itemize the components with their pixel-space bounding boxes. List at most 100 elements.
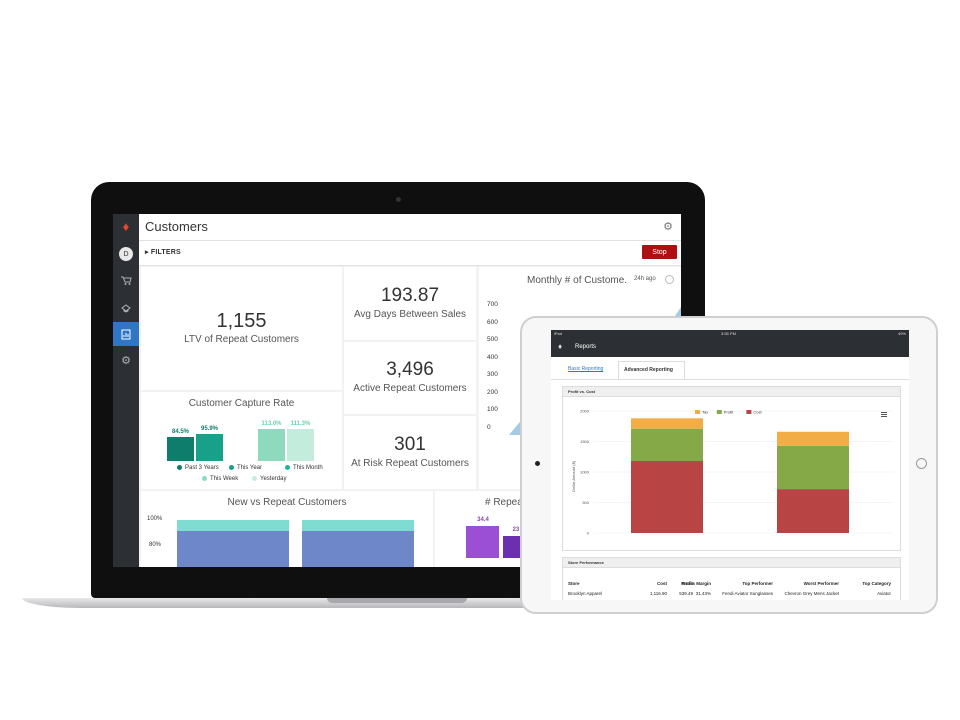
- legend-dot-icon: [229, 465, 234, 470]
- bar-profit: [631, 428, 703, 462]
- repeat-bar-2: [302, 520, 414, 531]
- menu-line: [881, 414, 887, 415]
- status-bar: iPad 3:55 PM 49%: [551, 330, 909, 337]
- y-axis-label: Dollar Amount ($): [571, 460, 576, 492]
- sidebar-item-settings[interactable]: ⚙: [113, 348, 139, 372]
- legend-label: Profit: [724, 410, 734, 415]
- profit-vs-cost-panel: Profit vs. Cost 0 500 1000 1500 2000 Dollar A…: [562, 386, 901, 551]
- store-panel-header: Store Performance: [563, 558, 900, 568]
- monthly-y-tick: 300: [487, 371, 498, 378]
- avatar: D: [119, 247, 133, 261]
- profit-panel-header: Profit vs. Cost: [563, 387, 900, 397]
- new-vs-repeat-card: New vs Repeat Customers 100% 80%: [141, 491, 433, 567]
- chart-menu-icon[interactable]: [881, 412, 887, 417]
- store-table-cell: Brooklyn Apparel: [568, 591, 603, 596]
- bar-tax: [777, 431, 849, 446]
- store-column-header[interactable]: Store: [568, 581, 580, 586]
- filters-toggle[interactable]: ▸ FILTERS: [145, 249, 181, 256]
- flame-logo-icon: ♦: [558, 342, 563, 351]
- at-risk-value: 301: [394, 434, 426, 455]
- top-bar: Customers ⚙: [139, 214, 681, 241]
- monthly-y-tick: 200: [487, 388, 498, 396]
- settings-gear-icon[interactable]: ⚙: [663, 221, 673, 233]
- legend-label: Cost: [753, 410, 762, 415]
- filters-label: FILTERS: [150, 249, 181, 256]
- store-column-header[interactable]: Profit: [681, 581, 693, 586]
- stop-button[interactable]: Stop: [642, 245, 677, 259]
- flame-logo-icon: ♦: [122, 218, 130, 234]
- avg-days-label: Avg Days Between Sales: [353, 309, 467, 320]
- legend-swatch: [716, 410, 722, 414]
- report-icon: [121, 329, 131, 339]
- store-column-header[interactable]: Cost: [657, 581, 667, 586]
- capture-legend-label: Past 3 Years: [185, 465, 219, 472]
- capture-bar-label: 113.0%: [261, 421, 282, 427]
- capture-bar-label: 95.9%: [200, 425, 218, 432]
- at-risk-label: At Risk Repeat Customers: [351, 458, 469, 469]
- at-risk-card: 301 At Risk Repeat Customers: [344, 416, 476, 489]
- legend-dot-icon: [285, 465, 290, 470]
- tablet-screen: iPad 3:55 PM 49% ♦ Reports Basic Reporti…: [551, 330, 909, 600]
- sidebar-item-sales[interactable]: [113, 269, 139, 293]
- battery-level: 49%: [897, 331, 906, 336]
- capture-bar: [196, 433, 223, 461]
- store-table-cell: Fendi Aviator Sunglasses: [722, 591, 773, 596]
- store-column-header[interactable]: Top Category: [862, 581, 891, 586]
- capture-bar: [167, 437, 194, 461]
- ltv-value: 1,155: [216, 310, 267, 332]
- bar-tax: [631, 418, 703, 429]
- menu-line: [881, 412, 887, 413]
- capture-legend-item: Past 3 Years: [177, 465, 219, 471]
- new-vs-repeat-title: New vs Repeat Customers: [227, 497, 347, 508]
- store-performance-panel: Store Performance Store Cost Profit Gross M…: [562, 557, 901, 600]
- legend-dot-icon: [202, 476, 207, 481]
- monthly-y-tick: 100: [487, 406, 498, 413]
- y-tick-label: 0: [587, 531, 590, 536]
- menu-line: [881, 416, 887, 417]
- capture-legend-item: This Year: [229, 465, 262, 471]
- sidebar-avatar[interactable]: D: [113, 242, 139, 266]
- refresh-icon[interactable]: [665, 275, 674, 284]
- laptop-base: [22, 598, 772, 608]
- capture-bar: [287, 429, 314, 461]
- capture-legend-item: This Month: [285, 465, 323, 471]
- sidebar-logo[interactable]: ♦: [113, 214, 139, 238]
- y-tick-label: 1500: [580, 439, 590, 444]
- store-column-header[interactable]: Top Performer: [742, 581, 773, 586]
- y-tick-label: 500: [582, 500, 589, 505]
- store-column-header[interactable]: Worst Performer: [803, 581, 839, 586]
- repeat-count-title: # Repea: [485, 497, 523, 508]
- store-column-header[interactable]: Gross Margin: [681, 581, 711, 586]
- repeat-bar-label-1: 34.4: [477, 517, 489, 523]
- active-card: 3,496 Active Repeat Customers: [344, 342, 476, 414]
- y-tick-label: 1000: [580, 470, 590, 475]
- bar-profit: [777, 445, 849, 490]
- capture-bar-label: 111.3%: [290, 421, 311, 428]
- sidebar-item-inventory[interactable]: [113, 296, 139, 320]
- legend-dot-icon: [252, 476, 257, 481]
- repeat-bar-1: [177, 520, 289, 531]
- capture-legend-label: This Week: [210, 476, 239, 483]
- monthly-y-tick: 600: [487, 318, 498, 326]
- profit-vs-cost-chart: 0 500 1000 1500 2000 Dollar Amount ($) Tax Prof…: [571, 409, 893, 536]
- repeat-bar-label-2: 23: [512, 527, 520, 533]
- legend-swatch: [746, 410, 752, 414]
- store-table-cell: Aviator: [877, 591, 891, 596]
- monthly-y-tick: 400: [487, 353, 498, 361]
- new-bar-2: [302, 531, 414, 567]
- profit-panel-title: Profit vs. Cost: [568, 389, 596, 394]
- boxes-icon: [120, 304, 131, 313]
- tab-advanced-reporting-box[interactable]: Advanced Reporting: [618, 361, 685, 379]
- sidebar: ♦ D ⚙: [113, 214, 139, 567]
- legend-label: Tax: [702, 410, 708, 415]
- monthly-y-tick: 500: [487, 336, 498, 343]
- tablet-camera: [535, 461, 540, 466]
- sidebar-item-reports[interactable]: [113, 322, 139, 346]
- bar-cost: [777, 489, 849, 533]
- ltv-label: LTV of Repeat Customers: [184, 334, 299, 345]
- store-table-cell: Chevron Grey Mens Jacket: [784, 591, 839, 596]
- new-bar-1: [177, 531, 289, 567]
- tablet-home-button[interactable]: [916, 458, 927, 469]
- device-label: iPad: [554, 331, 563, 336]
- tab-basic-reporting[interactable]: Basic Reporting: [568, 366, 604, 372]
